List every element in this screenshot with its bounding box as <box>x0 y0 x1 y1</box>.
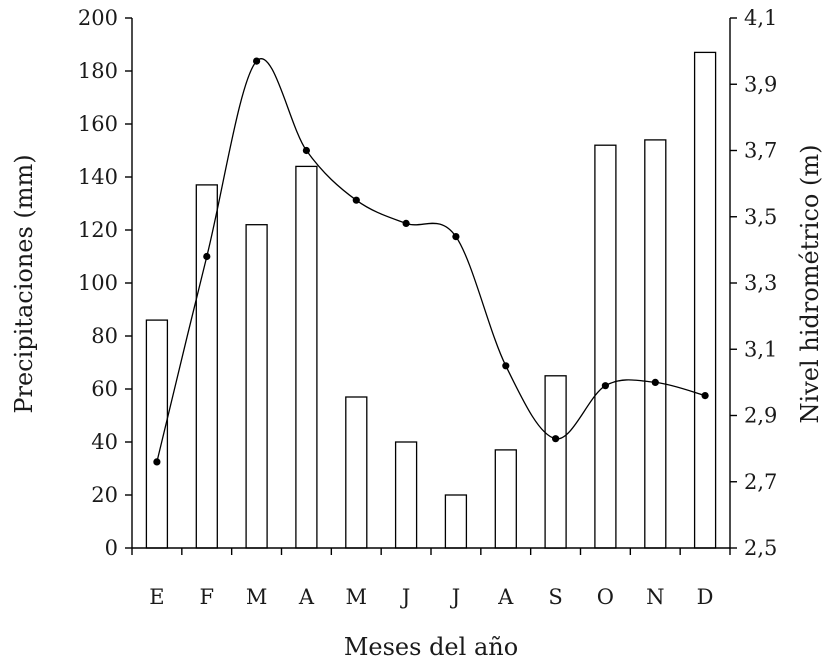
water-level-point-5 <box>352 196 360 204</box>
x-tick-label: S <box>548 585 562 609</box>
water-level-point-7 <box>452 233 460 241</box>
x-tick-label: M <box>345 585 367 609</box>
y-tick-label-right: 3,7 <box>744 139 777 163</box>
bar-10 <box>594 144 617 549</box>
water-level-point-1 <box>153 458 161 466</box>
tick-labels: 0 20 40 60 80 100 120 140 160 180 200 2,5 2,7 2,9 3,1 3… <box>78 6 778 609</box>
bar-12 <box>693 51 717 549</box>
y-tick-label-left: 40 <box>91 430 118 454</box>
y-tick-label-right: 4,1 <box>744 6 777 30</box>
x-tick-label: E <box>149 585 164 609</box>
x-tick-label: F <box>199 585 214 609</box>
bar-6 <box>394 441 418 549</box>
precipitation-bars <box>145 51 717 549</box>
x-tick-label: A <box>298 585 315 609</box>
y-tick-label-left: 60 <box>91 377 118 401</box>
x-tick-label: J <box>450 585 460 609</box>
bar-4 <box>295 165 318 549</box>
y-tick-label-right: 2,9 <box>744 404 777 428</box>
y-tick-label-left: 100 <box>78 271 118 295</box>
bar-5 <box>345 396 368 549</box>
y-axis-title: Precipitaciones (mm) <box>10 154 38 413</box>
y2-axis-title: Nivel hidrométrico (m) <box>796 145 824 424</box>
y-tick-label-right: 2,7 <box>744 470 777 494</box>
y-tick-label-right: 3,5 <box>744 205 777 229</box>
x-axis-title: Meses del año <box>344 633 518 661</box>
y-tick-label-right: 3,3 <box>744 271 777 295</box>
bar-9 <box>544 375 567 549</box>
water-level-point-11 <box>651 378 659 386</box>
x-tick-label: D <box>697 585 714 609</box>
water-level-point-2 <box>203 252 211 261</box>
bar-7 <box>444 494 468 549</box>
y-tick-label-left: 160 <box>78 112 118 136</box>
bar-3 <box>245 224 268 549</box>
x-tick-label: M <box>246 585 268 609</box>
axes <box>125 17 737 555</box>
y-tick-label-left: 140 <box>78 165 118 189</box>
y-tick-label-left: 200 <box>78 6 118 30</box>
y-tick-label-right: 3,9 <box>744 72 777 96</box>
water-level-series <box>153 57 709 466</box>
x-tick-label: J <box>400 585 410 609</box>
y-tick-label-left: 0 <box>105 536 118 560</box>
bar-2 <box>195 184 218 549</box>
water-level-point-9 <box>552 435 560 443</box>
water-level-point-8 <box>502 362 510 370</box>
x-tick-label: A <box>497 585 514 609</box>
y-tick-label-right: 2,5 <box>744 536 777 560</box>
y-tick-label-right: 3,1 <box>744 337 777 361</box>
water-level-point-12 <box>701 392 709 400</box>
x-tick-label: N <box>646 585 664 609</box>
bar-11 <box>644 139 667 549</box>
y-tick-label-left: 20 <box>91 483 118 507</box>
y-tick-label-left: 80 <box>91 324 118 348</box>
x-tick-label: O <box>597 585 614 609</box>
water-level-point-4 <box>302 146 310 155</box>
water-level-point-6 <box>402 219 410 227</box>
y-tick-label-left: 120 <box>78 218 118 242</box>
water-level-point-10 <box>601 382 610 390</box>
water-level-line <box>156 58 706 463</box>
bar-8 <box>494 449 517 549</box>
water-level-point-3 <box>253 57 261 65</box>
y-tick-label-left: 180 <box>78 59 118 83</box>
